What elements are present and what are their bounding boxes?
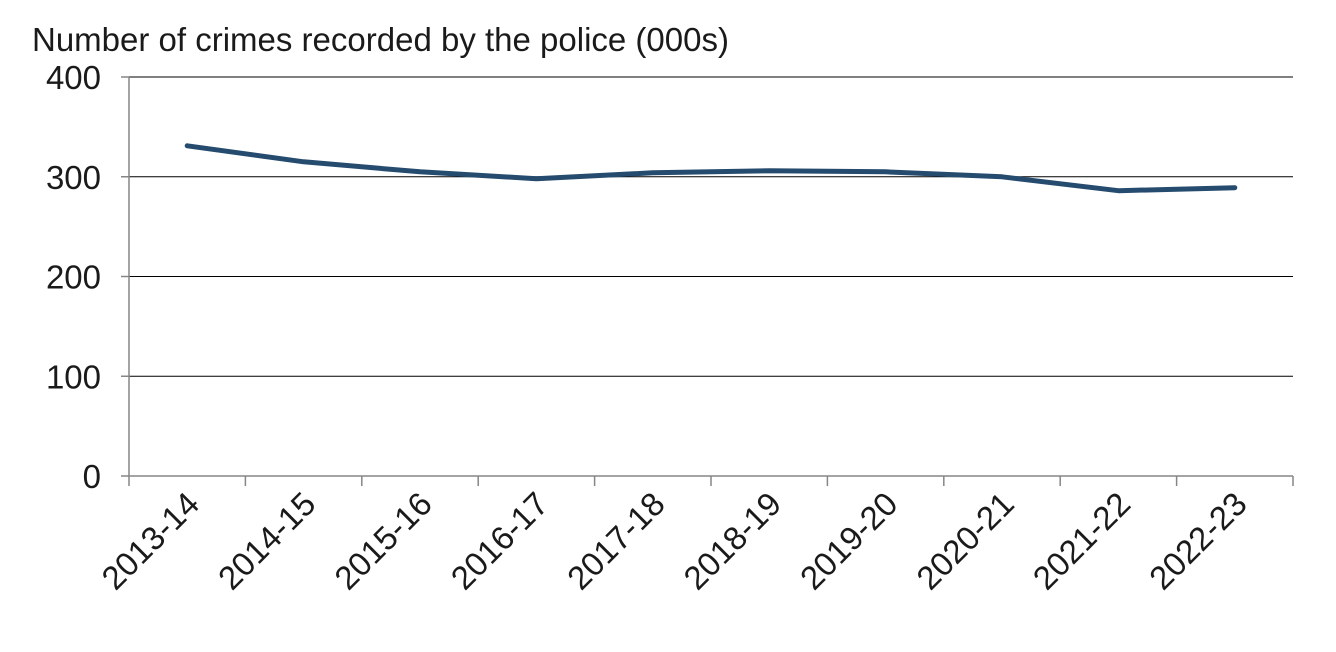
- x-tick-label: 2014-15: [211, 485, 323, 597]
- x-tick-label: 2013-14: [94, 485, 206, 597]
- y-tick-label: 300: [46, 159, 101, 196]
- series: [184, 143, 1238, 194]
- axes: [121, 76, 1294, 486]
- x-tick-label: 2021-22: [1026, 485, 1138, 597]
- x-tick-label: 2022-23: [1142, 485, 1254, 597]
- x-tick-label: 2020-21: [909, 485, 1021, 597]
- y-tick-label: 100: [46, 358, 101, 395]
- x-tick-labels: 2013-14 2014-15 2015-16 2016-17 2017-18 2018-…: [94, 485, 1253, 597]
- gridlines: [129, 76, 1293, 377]
- chart-title: Number of crimes recorded by the police …: [32, 21, 729, 58]
- series-line: [184, 143, 1238, 194]
- x-tick-label: 2015-16: [327, 485, 439, 597]
- y-tick-labels: 0 100 200 300 400: [46, 59, 101, 495]
- x-tick-label: 2019-20: [793, 485, 905, 597]
- x-tick-label: 2016-17: [444, 485, 556, 597]
- y-tick-label: 0: [83, 458, 101, 495]
- x-tick-label: 2018-19: [676, 485, 788, 597]
- y-tick-label: 200: [46, 259, 101, 296]
- x-tick-label: 2017-18: [560, 485, 672, 597]
- y-tick-label: 400: [46, 59, 101, 96]
